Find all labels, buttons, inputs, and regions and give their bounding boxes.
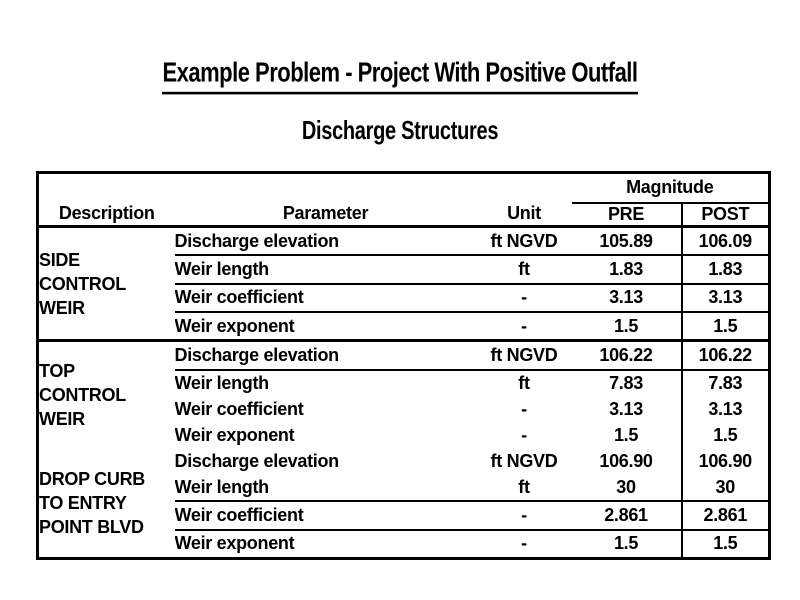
- parameter-cell: Discharge elevation: [174, 226, 477, 257]
- table-row: Weir coefficient - 2.861 2.861: [38, 501, 770, 531]
- post-value-cell: 1.83: [680, 255, 770, 285]
- table-row: TOP CONTROL WEIR Discharge elevation ft …: [38, 340, 770, 429]
- post-value-cell: 1.5: [680, 529, 770, 559]
- pre-value-cell: 3.13: [609, 399, 643, 420]
- pre-value-cell: 1.5: [571, 311, 682, 343]
- unit-cell: -: [476, 283, 572, 313]
- table-row: Weir length ft 1.83 1.83: [38, 255, 770, 285]
- header-spacer: [38, 173, 572, 203]
- description-line: POINT BLVD: [39, 516, 144, 537]
- table-row: Weir coefficient - 3.13 3.13: [38, 396, 770, 423]
- pre-value-cell: 2.861: [571, 501, 682, 531]
- magnitude-header-row: Magnitude: [38, 172, 770, 204]
- description-line: SIDE: [39, 249, 80, 270]
- unit-cell: ft: [476, 474, 572, 503]
- description-line: TOP: [39, 361, 75, 382]
- parameter-cell: Weir length: [174, 373, 270, 394]
- parameter-cell: Weir coefficient: [174, 283, 477, 313]
- unit-cell: -: [521, 425, 527, 445]
- section-description: DROP CURB TO ENTRY POINT BLVD: [38, 448, 175, 558]
- col-header-post: POST: [680, 202, 770, 228]
- unit-cell: -: [476, 501, 572, 531]
- pre-value-cell: 1.5: [613, 425, 639, 445]
- column-header-row: Description Parameter Unit PRE POST: [37, 202, 770, 228]
- parameter-cell: Weir exponent: [174, 425, 295, 445]
- section-description: TOP CONTROL WEIR: [38, 341, 175, 449]
- subtitle-row: Discharge Structures: [0, 117, 800, 145]
- pre-value-cell: 7.83: [609, 373, 643, 394]
- pre-value-cell: 106.90: [599, 450, 653, 471]
- description-line: WEIR: [39, 297, 85, 318]
- unit-cell: ft NGVD: [476, 226, 572, 257]
- table-row: Weir coefficient - 3.13 3.13: [38, 283, 770, 313]
- pre-value-cell: 3.13: [571, 283, 682, 313]
- parameter-cell: Weir length: [174, 474, 477, 503]
- post-value-cell: 7.83: [680, 369, 770, 397]
- post-value-cell: 3.13: [680, 396, 770, 423]
- col-header-description: Description: [37, 202, 175, 228]
- table-row: Weir exponent - 1.5 1.5: [38, 422, 770, 449]
- unit-cell: ft NGVD: [490, 450, 558, 471]
- unit-cell: ft: [476, 255, 572, 285]
- parameter-cell: Discharge elevation: [174, 340, 477, 371]
- pre-value-cell: 105.89: [571, 226, 682, 257]
- col-header-parameter: Parameter: [174, 202, 477, 228]
- unit-cell: ft: [518, 373, 530, 394]
- parameter-cell: Discharge elevation: [174, 450, 340, 471]
- post-value-cell: 106.22: [680, 340, 770, 371]
- section-description: SIDE CONTROL WEIR: [37, 226, 175, 343]
- post-value-cell: 3.13: [680, 283, 770, 313]
- pre-value-cell: 106.22: [571, 340, 682, 371]
- post-value-cell: 2.861: [680, 501, 770, 531]
- col-header-unit: Unit: [476, 202, 572, 228]
- description-line: TO ENTRY: [39, 492, 127, 513]
- discharge-structures-table: Magnitude Description Parameter Unit PRE…: [36, 171, 772, 560]
- unit-cell: ft NGVD: [476, 340, 572, 371]
- description-line: CONTROL: [39, 385, 126, 406]
- table-row: Weir length ft 7.83 7.83: [38, 369, 770, 397]
- post-value-cell: 1.5: [680, 311, 770, 343]
- post-value-cell: 30: [680, 474, 770, 503]
- col-header-magnitude: Magnitude: [571, 172, 770, 204]
- parameter-cell: Weir exponent: [174, 533, 295, 554]
- pre-value-cell: 1.5: [613, 533, 639, 554]
- table-row: DROP CURB TO ENTRY POINT BLVD Discharge …: [38, 448, 770, 537]
- table-row: Weir length ft 30 30: [38, 474, 770, 503]
- title-row: Example Problem - Project With Positive …: [0, 56, 800, 95]
- post-value-cell: 1.5: [680, 422, 770, 449]
- unit-cell: -: [476, 311, 572, 343]
- col-header-pre: PRE: [571, 202, 682, 228]
- page-title: Example Problem - Project With Positive …: [162, 56, 638, 95]
- post-value-cell: 106.90: [680, 448, 770, 475]
- unit-cell: -: [521, 399, 527, 420]
- table-row: SIDE CONTROL WEIR Discharge elevation ft…: [37, 226, 770, 343]
- parameter-cell: Weir coefficient: [174, 501, 477, 531]
- post-value-cell: 106.09: [680, 226, 770, 257]
- unit-cell: -: [521, 533, 527, 554]
- pre-value-cell: 30: [571, 474, 682, 503]
- description-line: WEIR: [39, 409, 85, 430]
- parameter-cell: Weir exponent: [174, 311, 477, 343]
- parameter-cell: Weir coefficient: [174, 399, 304, 420]
- pre-value-cell: 1.83: [571, 255, 682, 285]
- table-row: Weir exponent - 1.5 1.5: [38, 529, 770, 559]
- description-line: DROP CURB: [39, 468, 145, 489]
- page-subtitle: Discharge Structures: [301, 117, 499, 146]
- description-line: CONTROL: [39, 273, 126, 294]
- table-row: Weir exponent - 1.5 1.5: [38, 311, 770, 343]
- parameter-cell: Weir length: [174, 255, 477, 285]
